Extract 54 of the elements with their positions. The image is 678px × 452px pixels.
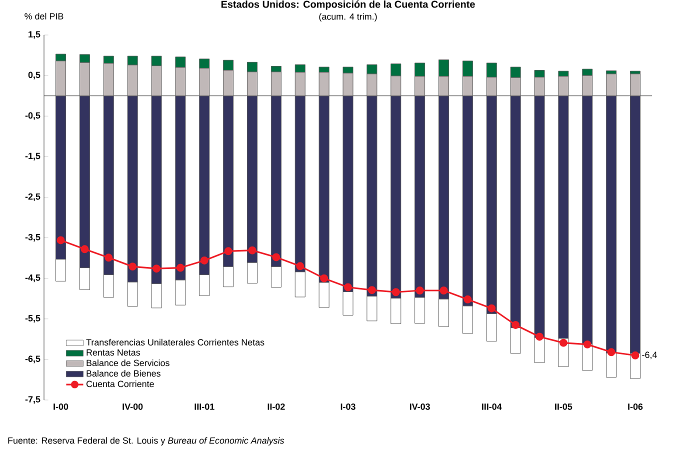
- x-tick-label: I-03: [340, 404, 356, 410]
- point: [631, 351, 640, 360]
- point: [56, 236, 65, 244]
- data-label: -6,4: [642, 352, 657, 360]
- point: [416, 286, 424, 294]
- point: [583, 340, 592, 348]
- point: [344, 283, 352, 292]
- point: [176, 264, 184, 272]
- x-tick-label: IV-03: [410, 404, 430, 410]
- chart-subtitle: (acum. 4 trim.): [319, 13, 377, 22]
- y-tick-label: -7,5: [25, 396, 40, 404]
- y-tick-label: 1,5: [28, 31, 40, 39]
- point: [512, 320, 520, 329]
- point: [392, 288, 400, 296]
- legend-label: Balance de Bienes: [86, 370, 160, 377]
- point: [224, 247, 232, 256]
- y-tick-label: -5,5: [25, 315, 40, 323]
- x-tick-label: II-05: [555, 404, 572, 410]
- point: [104, 254, 113, 262]
- point: [320, 274, 328, 282]
- point: [272, 253, 280, 262]
- legend-label: Cuenta Corriente: [86, 380, 154, 388]
- point: [368, 286, 376, 294]
- y-tick-label: -3,5: [25, 234, 40, 242]
- point: [559, 338, 568, 347]
- x-tick-label: III-04: [482, 404, 502, 410]
- source-note: Fuente: Reserva Federal de St. Louis y Bureau of Economic Analysis: [8, 437, 284, 446]
- point: [200, 256, 208, 264]
- point: [152, 264, 160, 273]
- point: [464, 295, 472, 304]
- x-tick-label: III-01: [194, 404, 214, 410]
- x-tick-label: I-00: [54, 404, 68, 410]
- y-tick-label: 0,5: [28, 72, 40, 80]
- point: [80, 245, 89, 254]
- point: [128, 262, 137, 271]
- y-tick-label: -0,5: [25, 112, 40, 120]
- chart-title: Estados Unidos: Composición de la Cuenta Corriente: [221, 0, 475, 10]
- y-tick-label: -4,5: [25, 274, 40, 282]
- legend-label: Balance de Servicios: [86, 360, 170, 366]
- x-tick-label: IV-00: [122, 404, 143, 410]
- point: [607, 348, 616, 356]
- point: [296, 262, 304, 270]
- point: [536, 332, 544, 341]
- y-tick-label: -1,5: [25, 152, 40, 160]
- point: [488, 304, 496, 312]
- point: [440, 286, 448, 294]
- y-axis-title: % del PIB: [24, 12, 64, 20]
- legend-label: Transferencias Unilaterales Corrientes Netas: [86, 338, 264, 346]
- y-tick-label: -6,5: [25, 356, 40, 364]
- x-tick-label: II-02: [268, 404, 285, 410]
- x-tick-label: I-06: [628, 404, 643, 410]
- y-tick-label: -2,5: [25, 193, 40, 202]
- legend-label: Rentas Netas: [86, 349, 140, 356]
- point: [248, 246, 256, 254]
